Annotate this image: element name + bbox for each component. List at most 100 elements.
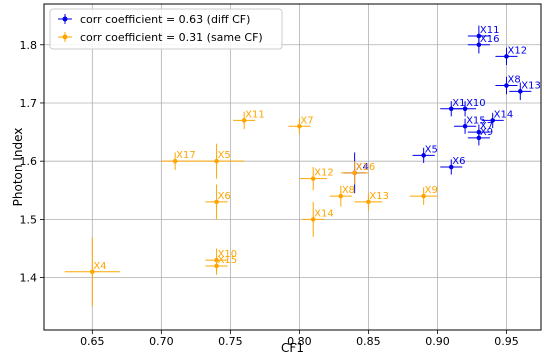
legend: corr coefficient = 0.63 (diff CF) corr c…	[49, 8, 283, 50]
data-point: X13	[509, 80, 541, 101]
point-marker	[338, 193, 344, 199]
legend-label: corr coefficient = 0.63 (diff CF)	[80, 13, 250, 26]
data-point: X17	[161, 150, 196, 170]
legend-marker	[58, 14, 72, 24]
point-label: X15	[218, 255, 238, 266]
data-point: X1	[440, 98, 465, 117]
point-label: X5	[425, 144, 438, 155]
point-marker	[366, 199, 371, 205]
data-point: X5	[412, 144, 438, 163]
x-tick-label: 0.85	[356, 335, 381, 348]
point-marker	[504, 54, 509, 59]
point-label: X16	[480, 34, 500, 45]
point-marker	[476, 42, 482, 48]
point-label: X14	[494, 109, 514, 120]
point-label: X4	[356, 162, 369, 173]
legend-marker	[58, 32, 72, 42]
data-point: X8	[495, 75, 521, 95]
data-point: X10	[454, 98, 486, 117]
point-label: X12	[314, 168, 334, 179]
point-label: X13	[521, 80, 541, 91]
x-axis-label: CF1	[281, 341, 304, 355]
point-marker	[448, 164, 454, 170]
data-point: X12	[495, 45, 527, 66]
point-label: X14	[314, 208, 334, 219]
data-point: X15	[454, 115, 486, 134]
point-marker	[214, 199, 219, 205]
data-point: X15	[205, 255, 238, 275]
y-tick-label: 1.6	[20, 155, 38, 168]
point-label: X7	[300, 115, 313, 126]
point-label: X12	[507, 45, 527, 56]
x-tick-label: 0.70	[149, 335, 174, 348]
data-point: X8	[329, 185, 355, 207]
point-label: X15	[466, 115, 486, 126]
point-label: X17	[176, 150, 196, 161]
point-marker	[448, 106, 454, 112]
plot-frame	[43, 3, 542, 331]
data-point: X14	[302, 201, 334, 237]
data-point: X14	[481, 109, 514, 128]
y-tick-label: 1.4	[20, 272, 38, 285]
point-marker	[504, 83, 509, 88]
point-label: X9	[480, 127, 493, 138]
data-point: X9	[409, 185, 438, 205]
data-point: X11	[233, 109, 265, 130]
y-tick-label: 1.8	[20, 39, 38, 52]
point-marker	[352, 170, 357, 176]
data-point: X6	[205, 184, 231, 220]
data-point: X7	[288, 115, 314, 134]
data-point: X4	[64, 236, 120, 307]
point-marker	[241, 118, 247, 123]
legend-entry-diff-cf: corr coefficient = 0.63 (diff CF)	[58, 13, 250, 26]
x-tick-label: 0.65	[80, 335, 105, 348]
data-point: X12	[299, 167, 334, 191]
point-label: X16	[356, 162, 376, 173]
point-marker	[462, 106, 468, 112]
x-tick-label: 0.75	[218, 335, 243, 348]
point-marker	[490, 118, 495, 123]
point-label: X13	[369, 191, 389, 202]
point-label: X7	[480, 121, 493, 132]
x-tick-label: 0.90	[425, 335, 450, 348]
grid	[44, 4, 541, 330]
point-label: X11	[245, 109, 265, 120]
point-label: X9	[425, 185, 438, 196]
point-marker	[517, 89, 523, 94]
point-marker	[310, 217, 316, 222]
data-point: X5	[188, 143, 245, 179]
point-label: X8	[342, 185, 355, 196]
data-point: X16	[467, 34, 500, 54]
point-label: X5	[218, 150, 231, 161]
point-marker	[421, 193, 426, 199]
point-marker	[297, 123, 302, 129]
point-marker	[462, 123, 468, 129]
data-point: X9	[467, 127, 493, 146]
y-tick-label: 1.5	[20, 213, 38, 226]
point-marker	[214, 158, 219, 164]
point-marker	[214, 263, 219, 269]
axis-ticks: 0.65 0.70 0.75 0.80 0.85 0.90 0.95 1.4 1.5 1.6 1.7…	[20, 39, 519, 348]
y-tick-label: 1.7	[20, 97, 38, 110]
legend-label: corr coefficient = 0.31 (same CF)	[80, 31, 263, 44]
data-point: X6	[440, 156, 465, 175]
point-label: X1	[452, 98, 465, 109]
data-point: X16	[340, 161, 376, 185]
point-label: X11	[480, 25, 500, 36]
x-tick-label: 0.95	[494, 335, 519, 348]
y-axis-label: Photon Index	[11, 128, 25, 207]
x-tick-label: 0.80	[287, 335, 312, 348]
point-label: X10	[218, 249, 238, 260]
data-point: X13	[354, 191, 389, 211]
legend-box	[49, 8, 283, 50]
point-marker	[476, 135, 482, 141]
point-marker	[310, 176, 316, 181]
point-label: X6	[218, 191, 231, 202]
point-label: X10	[466, 98, 486, 109]
point-label: X8	[507, 75, 520, 86]
point-marker	[172, 158, 178, 164]
